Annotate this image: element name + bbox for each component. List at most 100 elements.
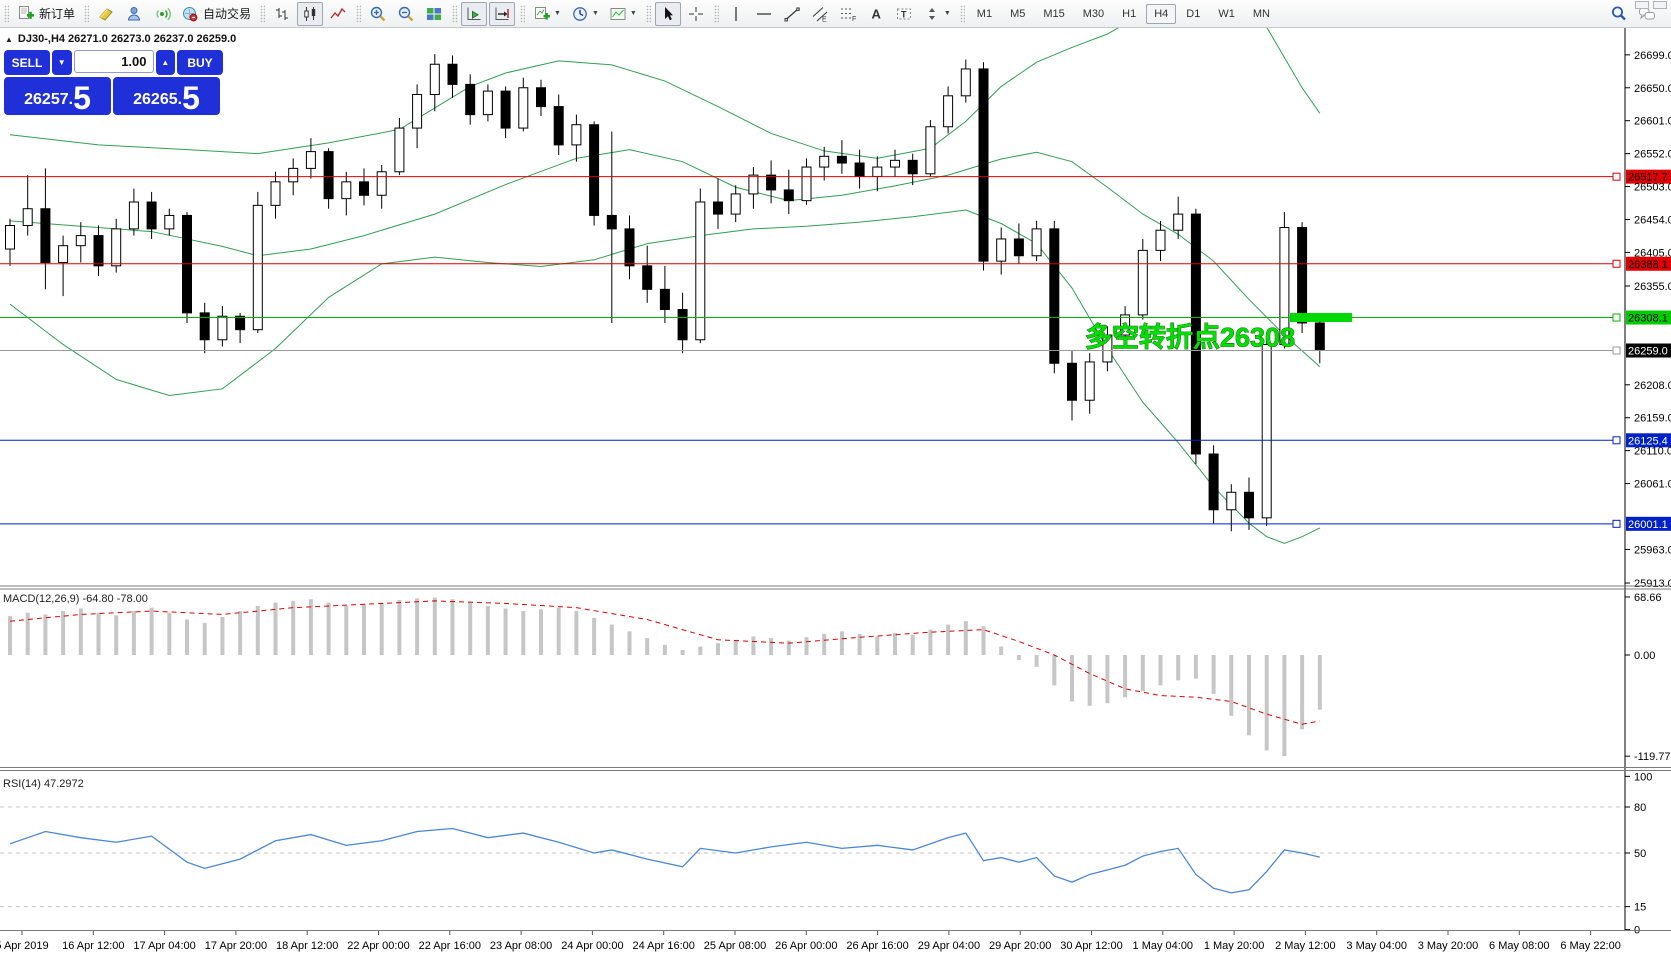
collapse-panel-icon[interactable]: ▲ <box>5 34 13 44</box>
macd-histogram-bar <box>1016 655 1021 661</box>
candle-body <box>1244 491 1254 519</box>
new-order-button[interactable]: 新订单 <box>13 2 79 26</box>
signal-button[interactable] <box>149 2 175 26</box>
channel-button[interactable]: E <box>807 2 833 26</box>
macd-histogram-bar <box>131 611 136 655</box>
toolbar-group-handle[interactable] <box>452 4 458 23</box>
hline-marker[interactable] <box>1612 313 1621 322</box>
toolbar-group-handle[interactable] <box>645 4 651 23</box>
templates-dropdown-caret[interactable]: ▼ <box>629 10 637 17</box>
rsi-tick-label: 15 <box>1634 902 1646 914</box>
timeframe-d1[interactable]: D1 <box>1186 7 1201 20</box>
macd-histogram-bar <box>220 616 225 655</box>
timeframe-mn[interactable]: MN <box>1252 7 1270 20</box>
macd-histogram-bar <box>609 624 614 655</box>
toolbar-group <box>654 0 710 28</box>
timeframe-m15[interactable]: M15 <box>1043 7 1065 20</box>
timeframe-m30[interactable]: M30 <box>1082 7 1105 20</box>
time-label: 30 Apr 12:00 <box>1060 940 1122 952</box>
bar-chart-button[interactable] <box>269 2 295 26</box>
volume-decrease-button[interactable]: ▼ <box>51 50 72 75</box>
hline-button[interactable] <box>751 2 777 26</box>
price-label: 26125.4 <box>1628 435 1668 447</box>
rsi-tick-label: 100 <box>1634 771 1652 783</box>
candle-body <box>270 181 281 206</box>
timeframe-m1[interactable]: M1 <box>976 7 993 20</box>
new-chart-button[interactable]: ▼ <box>529 2 565 26</box>
new-chart-dropdown-caret[interactable]: ▼ <box>554 10 561 17</box>
fibonacci-button[interactable]: F <box>835 2 861 26</box>
macd-pane[interactable] <box>0 590 1625 766</box>
tile-windows-button[interactable] <box>421 2 447 26</box>
candle-body <box>642 265 653 290</box>
history-icon <box>97 5 115 23</box>
chart-canvas[interactable]: 26517.7 26388.1 26308.1 26259.0 26125.4 26001… <box>0 28 1671 953</box>
auto-scroll-button[interactable] <box>461 1 488 26</box>
autotrading-button[interactable]: 自动交易 <box>177 2 255 26</box>
hline-marker[interactable] <box>1612 346 1621 355</box>
hline-marker[interactable] <box>1612 436 1621 445</box>
timeframe-h4[interactable]: H4 <box>1146 3 1177 24</box>
candle-body <box>996 238 1007 262</box>
templates-button[interactable]: ▼ <box>605 2 641 26</box>
hline-marker[interactable] <box>1612 259 1621 268</box>
toolbar-group-handle[interactable] <box>260 4 266 23</box>
hline-marker[interactable] <box>1612 519 1621 528</box>
bollinger-upper-band <box>9 28 1321 159</box>
history-button[interactable] <box>93 2 119 26</box>
profile-button[interactable] <box>121 2 147 26</box>
macd-histogram-bar <box>61 611 66 655</box>
hline-marker[interactable] <box>1612 172 1621 181</box>
volume-input[interactable] <box>73 50 154 73</box>
chat-button[interactable] <box>1634 2 1660 26</box>
chart-shift-button[interactable] <box>489 1 516 26</box>
price-label-box <box>1626 310 1671 325</box>
arrows-dropdown-caret[interactable]: ▼ <box>943 10 951 17</box>
toolbar-group-handle[interactable] <box>84 4 90 23</box>
profile-icon <box>125 5 143 23</box>
price-label-box <box>1626 433 1671 448</box>
candle-body <box>1120 314 1131 336</box>
line-chart-button[interactable] <box>325 2 351 26</box>
time-label: 29 Apr 04:00 <box>918 940 980 952</box>
macd-histogram-bar <box>539 609 543 655</box>
time-label: 23 Apr 08:00 <box>490 940 552 952</box>
chart-shift-icon <box>493 5 511 23</box>
toolbar-group-handle[interactable] <box>356 4 362 23</box>
vline-button[interactable] <box>723 2 749 26</box>
main-chart-pane[interactable] <box>0 28 1625 585</box>
timeframe-w1[interactable]: W1 <box>1218 7 1235 20</box>
toolbar-group-handle[interactable] <box>713 4 719 23</box>
price-tick-label: 26699.0 <box>1634 50 1671 62</box>
sell-button[interactable]: SELL <box>4 50 50 75</box>
macd-histogram-bar <box>733 639 738 655</box>
periods-button[interactable]: ▼ <box>567 2 603 26</box>
arrows-button[interactable]: ▼ <box>919 2 955 26</box>
text-button[interactable]: A <box>863 2 889 26</box>
macd-histogram-bar <box>592 617 597 655</box>
highlight-segment[interactable] <box>1290 313 1352 323</box>
zoom-in-button[interactable] <box>365 2 391 26</box>
periods-dropdown-caret[interactable]: ▼ <box>591 10 599 17</box>
volume-increase-button[interactable]: ▲ <box>155 50 176 75</box>
macd-histogram-bar <box>1193 655 1198 679</box>
toolbar-group-handle[interactable] <box>959 4 965 23</box>
crosshair-button[interactable] <box>683 2 709 26</box>
text-label-button[interactable]: T <box>891 2 917 26</box>
restore-icon[interactable] <box>1635 1 1649 9</box>
zoom-out-button[interactable] <box>393 2 419 26</box>
window-controls[interactable] <box>1635 1 1667 9</box>
timeframe-m5[interactable]: M5 <box>1010 7 1026 20</box>
cursor-button[interactable] <box>654 1 681 26</box>
candlestick-button[interactable] <box>297 1 324 26</box>
close-icon[interactable] <box>1653 1 1667 9</box>
time-label: 24 Apr 00:00 <box>561 940 623 952</box>
trendline-button[interactable] <box>779 2 805 26</box>
search-button[interactable] <box>1606 2 1632 26</box>
toolbar-group-handle[interactable] <box>4 4 9 23</box>
sell-price-big-digit: 5 <box>73 80 91 116</box>
toolbar-group-handle[interactable] <box>520 4 526 23</box>
buy-button[interactable]: BUY <box>177 50 223 75</box>
timeframe-h1[interactable]: H1 <box>1122 7 1137 20</box>
